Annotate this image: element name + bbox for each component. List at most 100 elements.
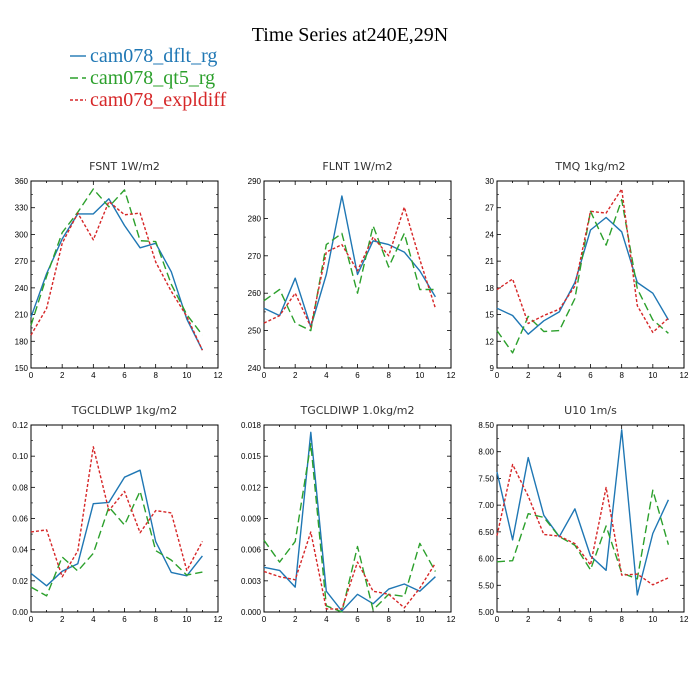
- x-tick-label-tgcldlwp: 12: [214, 615, 223, 624]
- series-line-cam078-qt5-rg: [30, 490, 203, 597]
- y-tick-label-tgcldlwp: 0.02: [12, 577, 28, 586]
- y-tick-label-tgcldlwp: 0.12: [12, 421, 28, 430]
- y-tick-label-tgcldlwp: 0.08: [12, 483, 28, 492]
- x-tick-label-fsnt: 4: [91, 371, 96, 380]
- y-tick-label-u10: 6.50: [478, 528, 494, 537]
- x-tick-label-u10: 0: [495, 615, 500, 624]
- y-tick-label-fsnt: 180: [15, 337, 29, 346]
- y-tick-label-u10: 7.50: [478, 474, 494, 483]
- x-tick-label-tmq: 2: [526, 371, 531, 380]
- y-tick-label-tgcldiwp: 0.015: [241, 452, 262, 461]
- series-line-cam078-dflt-rg: [496, 429, 670, 596]
- y-tick-label-flnt: 270: [248, 252, 262, 261]
- x-tick-label-tgcldiwp: 4: [324, 615, 329, 624]
- series-line-cam078-expldiff: [30, 200, 204, 351]
- series-line-cam078-expldiff: [263, 206, 437, 328]
- x-tick-label-tgcldiwp: 12: [447, 615, 456, 624]
- legend-entry-cam078-expldiff: cam078_expldiff: [90, 89, 227, 111]
- series-line-cam078-qt5-rg: [263, 225, 436, 332]
- plot-frame-tmq: [496, 180, 685, 369]
- panel-tgcldiwp: TGCLDIWP 1.0kg/m2 0 2 4 6 8 10 12 0.000 0.003 0.00…: [241, 404, 456, 624]
- x-tick-label-tmq: 4: [557, 371, 562, 380]
- y-tick-label-fsnt: 210: [15, 311, 29, 320]
- y-tick-label-flnt: 240: [248, 364, 262, 373]
- x-tick-label-tgcldiwp: 10: [415, 615, 424, 624]
- plot-frame-u10: [496, 424, 685, 613]
- y-tick-label-tmq: 30: [485, 177, 494, 186]
- y-tick-label-tgcldiwp: 0.006: [241, 546, 262, 555]
- y-tick-label-u10: 6.00: [478, 555, 494, 564]
- series-line-cam078-qt5-rg: [496, 198, 669, 354]
- x-tick-label-u10: 4: [557, 615, 562, 624]
- y-tick-label-u10: 8.50: [478, 421, 494, 430]
- y-tick-label-flnt: 290: [248, 177, 262, 186]
- plot-frame-fsnt: [30, 180, 219, 369]
- x-tick-label-tmq: 8: [619, 371, 624, 380]
- x-tick-label-tmq: 6: [588, 371, 593, 380]
- series-line-cam078-expldiff: [30, 446, 204, 578]
- y-tick-label-u10: 8.00: [478, 448, 494, 457]
- series-line-cam078-expldiff: [496, 188, 669, 334]
- panel-title-tgcldiwp: TGCLDIWP 1.0kg/m2: [299, 404, 414, 417]
- x-tick-label-flnt: 6: [355, 371, 360, 380]
- legend-entry-cam078-qt5-rg: cam078_qt5_rg: [90, 67, 215, 89]
- x-tick-label-tgcldiwp: 0: [262, 615, 267, 624]
- y-tick-label-fsnt: 240: [15, 284, 29, 293]
- x-tick-label-tgcldlwp: 4: [91, 615, 96, 624]
- series-line-cam078-dflt-rg: [30, 198, 204, 351]
- x-tick-label-flnt: 8: [386, 371, 391, 380]
- panel-title-tgcldlwp: TGCLDLWP 1kg/m2: [71, 404, 177, 417]
- panel-title-fsnt: FSNT 1W/m2: [89, 160, 160, 173]
- legend-entry-cam078-dflt-rg: cam078_dflt_rg: [90, 45, 217, 67]
- x-tick-label-tgcldlwp: 0: [29, 615, 34, 624]
- panel-flnt: FLNT 1W/m2 0 2 4 6 8 10 12 240 250 260 270 280 290: [248, 160, 456, 380]
- x-tick-label-tgcldlwp: 2: [60, 615, 65, 624]
- y-tick-label-tgcldiwp: 0.003: [241, 577, 262, 586]
- y-tick-label-flnt: 260: [248, 289, 262, 298]
- x-tick-label-fsnt: 10: [182, 371, 191, 380]
- y-tick-label-flnt: 250: [248, 327, 262, 336]
- x-tick-label-tmq: 0: [495, 371, 500, 380]
- y-tick-label-tmq: 18: [485, 284, 494, 293]
- series-line-cam078-qt5-rg: [30, 188, 203, 336]
- plot-frame-tgcldlwp: [30, 424, 219, 613]
- x-tick-label-u10: 6: [588, 615, 593, 624]
- y-tick-label-tgcldlwp: 0.04: [12, 546, 28, 555]
- x-tick-label-u10: 10: [648, 615, 657, 624]
- x-tick-label-flnt: 2: [293, 371, 298, 380]
- series-line-cam078-dflt-rg: [263, 431, 436, 612]
- y-tick-label-tmq: 12: [485, 337, 494, 346]
- x-tick-label-flnt: 10: [415, 371, 424, 380]
- y-tick-label-tgcldlwp: 0.10: [12, 452, 28, 461]
- panel-tgcldlwp: TGCLDLWP 1kg/m2 0 2 4 6 8 10 12 0.00 0.02 0.04 0.06…: [12, 404, 223, 624]
- y-tick-label-u10: 7.00: [478, 501, 494, 510]
- y-tick-label-fsnt: 330: [15, 204, 29, 213]
- y-tick-label-fsnt: 150: [15, 364, 29, 373]
- y-tick-label-flnt: 280: [248, 214, 262, 223]
- figure-title: Time Series at240E,29N: [252, 24, 448, 46]
- x-tick-label-flnt: 4: [324, 371, 329, 380]
- x-tick-label-flnt: 12: [447, 371, 456, 380]
- y-tick-label-u10: 5.50: [478, 581, 494, 590]
- y-tick-label-tgcldlwp: 0.06: [12, 515, 28, 524]
- series-line-cam078-expldiff: [263, 531, 436, 610]
- panels: FSNT 1W/m20 2 4 6 8 10 12150180210240270300330…: [12, 160, 689, 624]
- x-tick-label-flnt: 0: [262, 371, 267, 380]
- x-tick-label-u10: 8: [619, 615, 624, 624]
- panel-title-u10: U10 1m/s: [564, 404, 617, 417]
- x-tick-label-tmq: 12: [680, 371, 689, 380]
- series-line-cam078-qt5-rg: [496, 489, 670, 580]
- y-tick-label-tmq: 24: [485, 230, 494, 239]
- x-tick-label-fsnt: 6: [122, 371, 127, 380]
- series-line-cam078-expldiff: [496, 463, 669, 586]
- panel-fsnt: FSNT 1W/m2 0 2 4 6 8 10 12 150 180 210 240 270 300 330…: [15, 160, 223, 380]
- x-tick-label-u10: 12: [680, 615, 689, 624]
- legend: cam078_dflt_rgcam078_qt5_rgcam078_expldi…: [70, 45, 227, 111]
- panel-u10: U10 1m/s 0 2 4 6 8 10 12 5.00 5.50 6.00 6.50 7.00 7.5…: [478, 404, 689, 624]
- x-tick-label-fsnt: 0: [29, 371, 34, 380]
- panel-title-flnt: FLNT 1W/m2: [322, 160, 392, 173]
- y-tick-label-tgcldlwp: 0.00: [12, 608, 28, 617]
- x-tick-label-tmq: 10: [648, 371, 657, 380]
- y-tick-label-fsnt: 270: [15, 257, 29, 266]
